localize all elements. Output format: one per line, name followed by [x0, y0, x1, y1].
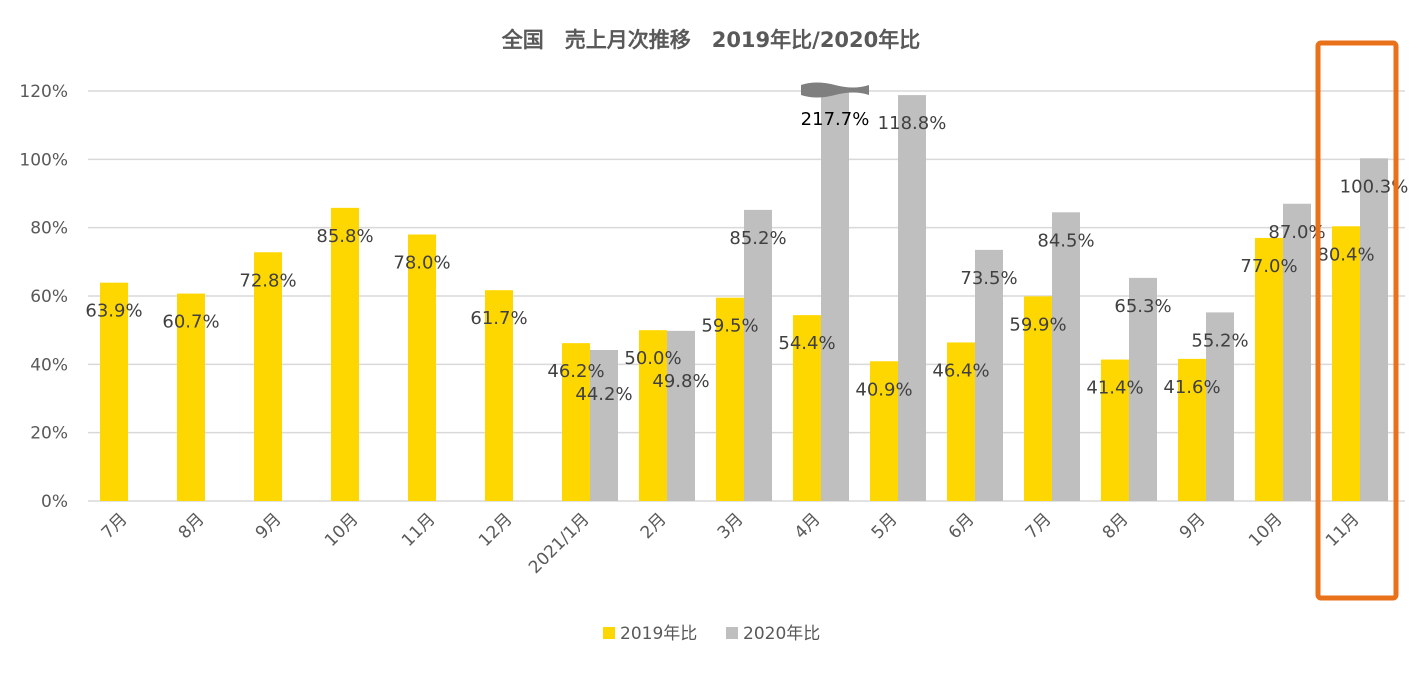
bar-2019 — [1255, 237, 1283, 501]
x-tick-label: 8月 — [175, 509, 209, 543]
data-label: 41.4% — [1086, 378, 1143, 399]
data-label: 217.7% — [801, 109, 870, 130]
x-tick-label: 7月 — [1022, 509, 1056, 543]
data-label: 59.9% — [1009, 314, 1066, 335]
bar-2019 — [100, 282, 128, 501]
data-label: 87.0% — [1268, 222, 1325, 243]
y-tick-label: 80% — [30, 219, 68, 239]
x-tick-label: 11月 — [1322, 509, 1363, 550]
data-label: 63.9% — [85, 301, 142, 322]
data-label: 72.8% — [239, 270, 296, 291]
data-label: 55.2% — [1191, 330, 1248, 351]
x-tick-label: 9月 — [1176, 509, 1210, 543]
bar-2020 — [1052, 212, 1080, 501]
data-label: 50.0% — [624, 348, 681, 369]
bar-2019 — [1332, 226, 1360, 502]
bar-2019 — [254, 252, 282, 501]
bar-2019 — [1024, 296, 1052, 501]
data-label: 46.2% — [547, 361, 604, 382]
bar-2019 — [716, 297, 744, 501]
x-tick-label: 4月 — [791, 509, 825, 543]
bar-2020 — [590, 349, 618, 501]
x-tick-label: 2021/1月 — [525, 509, 593, 577]
chart-title: 全国 売上月次推移 2019年比/2020年比 — [501, 28, 921, 52]
bar-2019 — [177, 293, 205, 501]
y-tick-label: 100% — [19, 150, 68, 170]
data-label: 49.8% — [652, 371, 709, 392]
x-tick-label: 8月 — [1099, 509, 1133, 543]
x-tick-label: 12月 — [475, 509, 516, 550]
x-tick-label: 7月 — [98, 509, 132, 543]
bar-2020 — [1360, 158, 1388, 501]
data-label: 78.0% — [393, 253, 450, 274]
legend-label: 2020年比 — [743, 624, 820, 644]
y-tick-label: 20% — [30, 424, 68, 444]
bar-2019 — [793, 315, 821, 501]
data-label: 80.4% — [1317, 244, 1374, 265]
bar-2019 — [870, 361, 898, 501]
bar-2019 — [1178, 358, 1206, 501]
x-tick-label: 2月 — [637, 509, 671, 543]
bar-2020 — [975, 249, 1003, 501]
data-label: 73.5% — [960, 268, 1017, 289]
data-label: 85.2% — [729, 228, 786, 249]
data-label: 100.3% — [1340, 176, 1409, 197]
legend-swatch — [726, 627, 738, 639]
x-tick-label: 11月 — [398, 509, 439, 550]
data-label: 59.5% — [701, 316, 758, 337]
bar-2019 — [408, 234, 436, 501]
data-label: 61.7% — [470, 308, 527, 329]
bar-2019 — [562, 343, 590, 501]
data-label: 40.9% — [855, 379, 912, 400]
bar-2020 — [821, 91, 849, 501]
bar-2020 — [898, 95, 926, 501]
bar-2019 — [1101, 359, 1129, 501]
bar-2020 — [1283, 203, 1311, 501]
y-tick-label: 0% — [41, 492, 68, 512]
legend-swatch — [603, 627, 615, 639]
bar-2019 — [639, 330, 667, 501]
y-tick-label: 40% — [30, 355, 68, 375]
bar-2020 — [1129, 277, 1157, 501]
x-tick-label: 5月 — [868, 509, 902, 543]
bar-2019 — [331, 207, 359, 501]
x-tick-label: 10月 — [321, 509, 362, 550]
data-label: 85.8% — [316, 226, 373, 247]
highlight-box — [1315, 40, 1399, 601]
data-label: 41.6% — [1163, 377, 1220, 398]
data-label: 46.4% — [932, 360, 989, 381]
bar-2020 — [744, 209, 772, 501]
data-label: 44.2% — [575, 384, 632, 405]
data-label: 118.8% — [878, 113, 947, 134]
data-label: 54.4% — [778, 333, 835, 354]
legend: 2019年比 2020年比 — [603, 624, 820, 644]
x-tick-label: 3月 — [714, 509, 748, 543]
axis-break-mark — [801, 82, 869, 98]
x-tick-label: 9月 — [252, 509, 286, 543]
legend-label: 2019年比 — [620, 624, 697, 644]
data-label: 84.5% — [1037, 230, 1094, 251]
data-label: 60.7% — [162, 312, 219, 333]
bar-2020 — [1206, 312, 1234, 501]
y-tick-label: 120% — [19, 82, 68, 102]
data-label: 65.3% — [1114, 296, 1171, 317]
bar-2019 — [485, 290, 513, 501]
bar-2019 — [947, 342, 975, 501]
bar-2020 — [667, 330, 695, 501]
x-tick-label: 10月 — [1245, 509, 1286, 550]
y-tick-label: 60% — [30, 287, 68, 307]
data-label: 77.0% — [1240, 256, 1297, 277]
x-tick-label: 6月 — [945, 509, 979, 543]
